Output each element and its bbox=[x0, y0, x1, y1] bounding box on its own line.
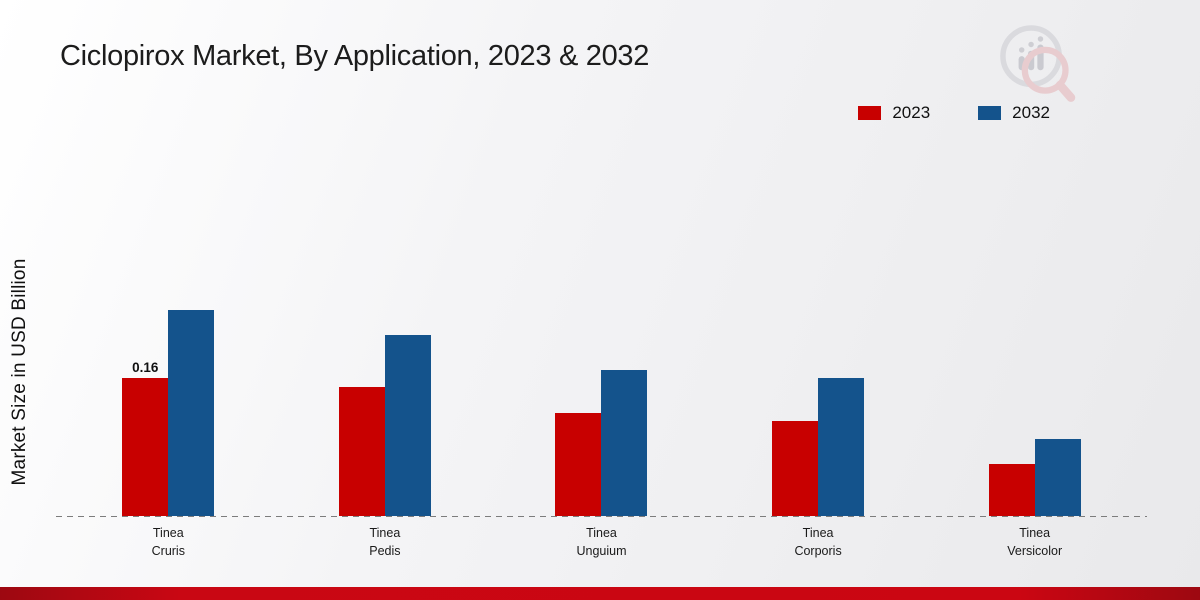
bars bbox=[988, 439, 1081, 516]
data-label: 0.16 bbox=[132, 360, 159, 375]
bar-group-tinea-corporis: Tinea Corporis bbox=[772, 270, 865, 558]
legend-label-2032: 2032 bbox=[1012, 103, 1050, 122]
bars bbox=[338, 335, 431, 516]
legend: 2023 2032 bbox=[858, 103, 1050, 123]
bar-2032-tinea-pedis bbox=[384, 335, 431, 516]
plot-area: 0.16 Tinea Cruris Tinea Pedis Tinea Unguium… bbox=[56, 270, 1147, 558]
category-label: Tinea Cruris bbox=[151, 526, 185, 558]
bar-group-tinea-pedis: Tinea Pedis bbox=[338, 270, 431, 558]
legend-swatch-2023 bbox=[858, 106, 882, 120]
bar-groups: 0.16 Tinea Cruris Tinea Pedis Tinea Unguium… bbox=[60, 270, 1143, 558]
y-axis-label: Market Size in USD Billion bbox=[9, 258, 30, 486]
bar-2023-tinea-pedis bbox=[338, 387, 385, 516]
bars bbox=[555, 370, 648, 516]
bottom-accent-bar bbox=[0, 587, 1200, 600]
bar-group-tinea-unguium: Tinea Unguium bbox=[555, 270, 648, 558]
bar-2023-tinea-unguium bbox=[555, 413, 602, 516]
bar-group-tinea-versicolor: Tinea Versicolor bbox=[988, 270, 1081, 558]
bar-2032-tinea-corporis bbox=[818, 378, 865, 516]
bar-2032-tinea-versicolor bbox=[1034, 439, 1081, 516]
chart-title: Ciclopirox Market, By Application, 2023 … bbox=[60, 40, 650, 72]
bars: 0.16 bbox=[122, 310, 215, 516]
bar-2023-tinea-versicolor bbox=[988, 464, 1035, 516]
category-label: Tinea Unguium bbox=[576, 526, 627, 558]
legend-label-2023: 2023 bbox=[892, 103, 931, 122]
bar-2023-tinea-cruris: 0.16 bbox=[122, 360, 169, 516]
legend-item-2032: 2032 bbox=[978, 103, 1050, 123]
bars bbox=[772, 378, 865, 516]
category-label: Tinea Versicolor bbox=[1007, 526, 1063, 558]
category-label: Tinea Corporis bbox=[794, 526, 842, 558]
bar-2032-tinea-cruris bbox=[168, 310, 215, 516]
bar-2032-tinea-unguium bbox=[601, 370, 648, 516]
brand-watermark-icon bbox=[1000, 25, 1076, 102]
bar-group-tinea-cruris: 0.16 Tinea Cruris bbox=[122, 270, 215, 558]
category-label: Tinea Pedis bbox=[369, 526, 401, 558]
legend-swatch-2032 bbox=[978, 106, 1002, 120]
legend-item-2023: 2023 bbox=[858, 103, 930, 123]
bar-2023-tinea-corporis bbox=[772, 421, 819, 516]
x-axis-baseline bbox=[56, 516, 1147, 517]
